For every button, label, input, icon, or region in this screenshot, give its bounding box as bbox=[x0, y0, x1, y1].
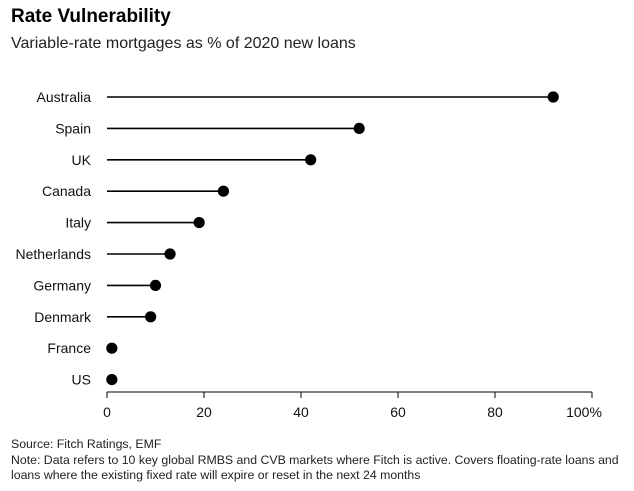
category-label-us: US bbox=[72, 372, 91, 388]
dot-canada bbox=[217, 185, 229, 197]
lollipop-chart: Australia Spain UK Canada Italy Netherlands Ge… bbox=[16, 89, 602, 420]
category-label-uk: UK bbox=[72, 152, 92, 168]
source-text: Source: Fitch Ratings, EMF bbox=[11, 437, 162, 451]
dot-germany bbox=[149, 279, 162, 291]
dot-france bbox=[106, 342, 118, 354]
category-label-spain: Spain bbox=[55, 120, 91, 136]
chart-subtitle: Variable-rate mortgages as % of 2020 new… bbox=[11, 35, 356, 52]
category-label-germany: Germany bbox=[33, 277, 91, 293]
dot-netherlands bbox=[164, 248, 176, 260]
x-axis: 0 20 40 60 80 100% bbox=[103, 391, 602, 420]
category-label-australia: Australia bbox=[37, 89, 92, 105]
category-label-france: France bbox=[47, 340, 91, 356]
dot-australia bbox=[547, 91, 559, 103]
category-label-denmark: Denmark bbox=[34, 309, 92, 325]
x-tick-label-60: 60 bbox=[390, 404, 406, 420]
x-tick-label-40: 40 bbox=[293, 404, 309, 420]
dot-spain bbox=[353, 122, 365, 134]
category-label-italy: Italy bbox=[65, 215, 91, 231]
chart-footer: Source: Fitch Ratings, EMF Note: Data re… bbox=[11, 437, 626, 484]
x-tick-label-20: 20 bbox=[196, 404, 212, 420]
category-label-netherlands: Netherlands bbox=[16, 246, 92, 262]
note-text: Note: Data refers to 10 key global RMBS … bbox=[11, 452, 619, 483]
x-tick-label-0: 0 bbox=[103, 404, 111, 420]
x-tick-label-80: 80 bbox=[487, 404, 503, 420]
dot-italy bbox=[193, 217, 205, 229]
dot-uk bbox=[305, 154, 317, 166]
chart-title: Rate Vulnerability bbox=[11, 6, 171, 27]
dot-us bbox=[106, 374, 118, 386]
x-tick-label-100: 100% bbox=[566, 404, 602, 420]
y-axis-labels: Australia Spain UK Canada Italy Netherlands Ge… bbox=[16, 89, 92, 388]
dot-denmark bbox=[145, 311, 157, 323]
category-label-canada: Canada bbox=[42, 183, 91, 199]
plot-area bbox=[106, 91, 559, 386]
